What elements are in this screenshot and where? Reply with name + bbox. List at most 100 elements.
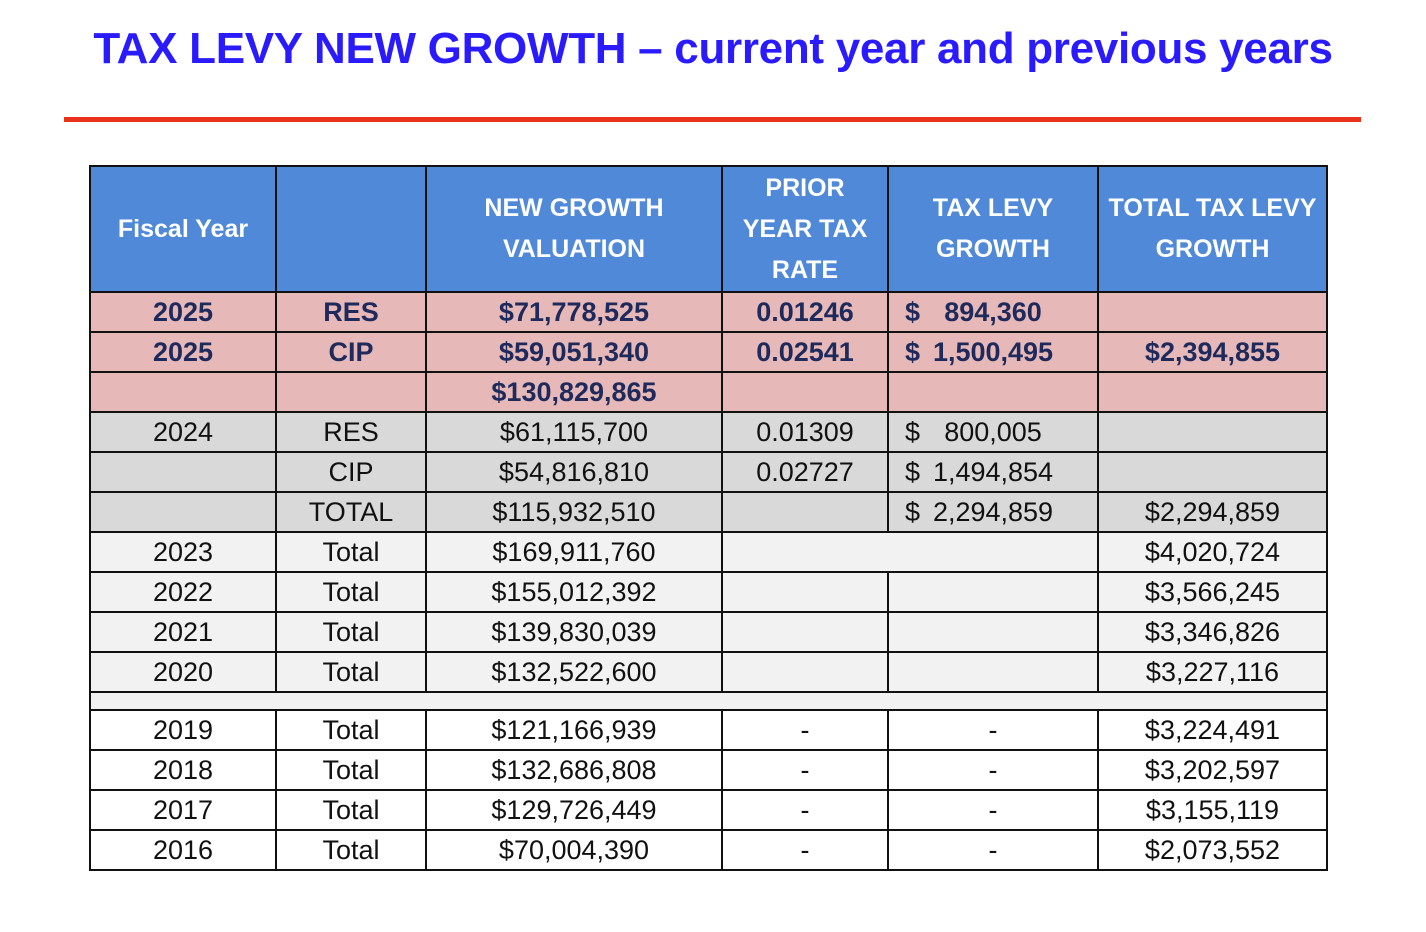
tax-levy-table: Fiscal Year NEW GROWTH VALUATION PRIOR Y… — [89, 165, 1328, 871]
cell-year: 2017 — [89, 789, 277, 831]
cell-levy: - — [887, 709, 1099, 751]
cell-year: 2016 — [89, 829, 277, 871]
currency-symbol: $ — [905, 496, 921, 527]
header-prior-year-tax-rate: PRIOR YEAR TAX RATE — [721, 165, 889, 293]
cell-year: 2021 — [89, 611, 277, 653]
cell-levy — [888, 531, 1099, 573]
cell-valuation: $155,012,392 — [425, 571, 723, 613]
cell-type — [275, 371, 427, 413]
cell-rate: 0.01309 — [721, 411, 889, 453]
cell-valuation: $54,816,810 — [425, 451, 723, 493]
cell-valuation: $115,932,510 — [425, 491, 723, 533]
currency-symbol: $ — [905, 416, 921, 447]
cell-year — [89, 451, 277, 493]
cell-total — [1097, 411, 1328, 453]
cell-total — [1097, 371, 1328, 413]
cell-rate — [721, 491, 889, 533]
cell-levy: $894,360 — [887, 291, 1099, 333]
cell-valuation: $61,115,700 — [425, 411, 723, 453]
cell-levy: - — [887, 789, 1099, 831]
cell-year: 2019 — [89, 709, 277, 751]
currency-symbol: $ — [905, 336, 921, 367]
header-new-growth-valuation: NEW GROWTH VALUATION — [425, 165, 723, 293]
levy-amount: 800,005 — [944, 416, 1042, 447]
table-row: 2025 CIP $59,051,340 0.02541 $1,500,495 … — [89, 331, 1328, 373]
currency-symbol: $ — [905, 296, 921, 327]
cell-levy — [887, 611, 1099, 653]
table-row: 2018 Total $132,686,808 - - $3,202,597 — [89, 749, 1328, 791]
cell-valuation: $130,829,865 — [425, 371, 723, 413]
title-divider — [64, 117, 1361, 122]
cell-levy: - — [887, 829, 1099, 871]
cell-year — [89, 371, 277, 413]
table-row: 2020 Total $132,522,600 $3,227,116 — [89, 651, 1328, 693]
cell-year: 2018 — [89, 749, 277, 791]
cell-year: 2024 — [89, 411, 277, 453]
levy-amount: 1,500,495 — [932, 336, 1054, 367]
cell-type: Total — [275, 611, 427, 653]
cell-type: TOTAL — [275, 491, 427, 533]
table-row: CIP $54,816,810 0.02727 $1,494,854 — [89, 451, 1328, 493]
cell-valuation: $121,166,939 — [425, 709, 723, 751]
cell-rate: 0.02541 — [721, 331, 889, 373]
cell-rate: 0.01246 — [721, 291, 889, 333]
cell-type: CIP — [275, 331, 427, 373]
table-row: TOTAL $115,932,510 $2,294,859 $2,294,859 — [89, 491, 1328, 533]
cell-levy: $2,294,859 — [887, 491, 1099, 533]
levy-amount: 1,494,854 — [932, 456, 1054, 487]
cell-valuation: $132,686,808 — [425, 749, 723, 791]
cell-year: 2022 — [89, 571, 277, 613]
cell-year — [89, 491, 277, 533]
cell-type: Total — [275, 749, 427, 791]
cell-rate: 0.02727 — [721, 451, 889, 493]
cell-total — [1097, 291, 1328, 333]
page-title: TAX LEVY NEW GROWTH – current year and p… — [93, 24, 1333, 73]
cell-valuation: $169,911,760 — [425, 531, 723, 573]
table-row: $130,829,865 — [89, 371, 1328, 413]
cell-type: Total — [275, 571, 427, 613]
cell-total: $4,020,724 — [1097, 531, 1328, 573]
table-row: 2019 Total $121,166,939 - - $3,224,491 — [89, 709, 1328, 751]
cell-total: $3,566,245 — [1097, 571, 1328, 613]
header-tax-levy-growth: TAX LEVY GROWTH — [887, 165, 1099, 293]
cell-valuation: $70,004,390 — [425, 829, 723, 871]
spacer-cell — [89, 691, 1328, 711]
cell-rate — [721, 571, 889, 613]
table-row: 2021 Total $139,830,039 $3,346,826 — [89, 611, 1328, 653]
cell-type: RES — [275, 291, 427, 333]
cell-total: $2,073,552 — [1097, 829, 1328, 871]
cell-levy: $800,005 — [887, 411, 1099, 453]
table-row: 2023 Total $169,911,760 $4,020,724 — [89, 531, 1328, 573]
cell-rate: - — [721, 709, 889, 751]
header-row: Fiscal Year NEW GROWTH VALUATION PRIOR Y… — [89, 165, 1328, 293]
cell-type: Total — [275, 531, 427, 573]
cell-type: Total — [275, 789, 427, 831]
cell-total: $2,294,859 — [1097, 491, 1328, 533]
cell-year: 2020 — [89, 651, 277, 693]
cell-type: Total — [275, 829, 427, 871]
cell-year: 2025 — [89, 291, 277, 333]
cell-type: Total — [275, 651, 427, 693]
cell-total: $2,394,855 — [1097, 331, 1328, 373]
levy-amount: 894,360 — [944, 296, 1042, 327]
cell-valuation: $59,051,340 — [425, 331, 723, 373]
table-row: 2022 Total $155,012,392 $3,566,245 — [89, 571, 1328, 613]
cell-levy: $1,500,495 — [887, 331, 1099, 373]
cell-valuation: $129,726,449 — [425, 789, 723, 831]
cell-rate: - — [721, 749, 889, 791]
cell-total: $3,227,116 — [1097, 651, 1328, 693]
cell-rate — [721, 531, 888, 573]
cell-total: $3,155,119 — [1097, 789, 1328, 831]
cell-total: $3,202,597 — [1097, 749, 1328, 791]
cell-valuation: $132,522,600 — [425, 651, 723, 693]
currency-symbol: $ — [905, 456, 921, 487]
table-row: 2017 Total $129,726,449 - - $3,155,119 — [89, 789, 1328, 831]
cell-levy: $1,494,854 — [887, 451, 1099, 493]
cell-valuation: $139,830,039 — [425, 611, 723, 653]
cell-rate — [721, 611, 889, 653]
cell-type: RES — [275, 411, 427, 453]
cell-levy — [887, 571, 1099, 613]
levy-amount: 2,294,859 — [932, 496, 1054, 527]
header-total-tax-levy-growth: TOTAL TAX LEVY GROWTH — [1097, 165, 1328, 293]
header-fiscal-year: Fiscal Year — [89, 165, 277, 293]
